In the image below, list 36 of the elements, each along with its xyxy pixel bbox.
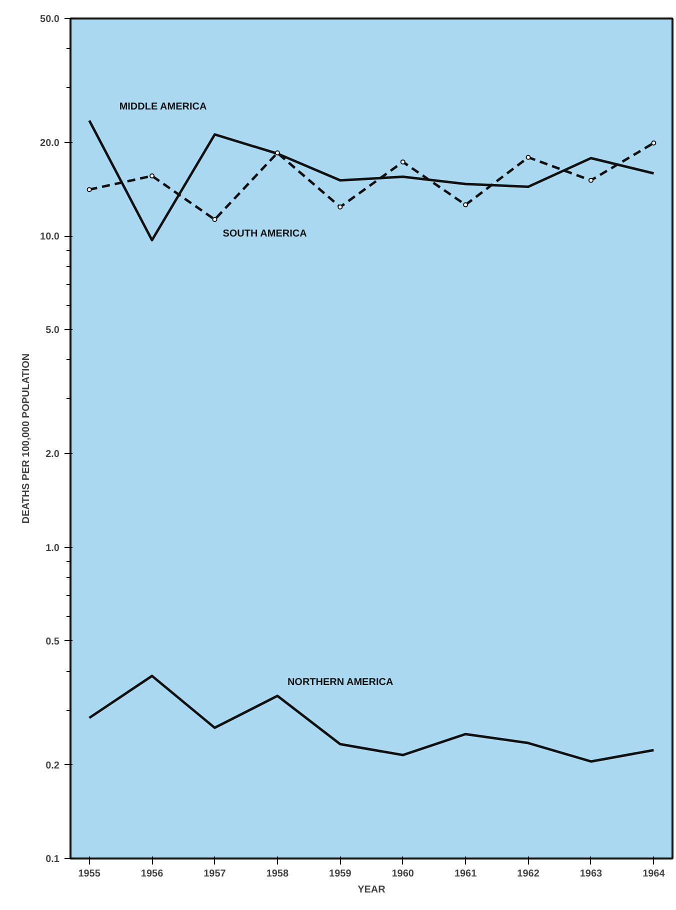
point: [150, 173, 155, 178]
point: [463, 202, 468, 208]
point: [400, 159, 406, 164]
y-tick-label: 20.0: [40, 138, 60, 149]
x-tick-label: 1958: [266, 868, 289, 880]
line-series: [88, 674, 655, 763]
x-tick-label: 1959: [329, 868, 352, 880]
x-tick-label: 1963: [580, 868, 603, 880]
y-tick-label: 10.0: [40, 232, 60, 243]
text: MIDDLE AMERICA: [119, 102, 207, 113]
point: [338, 204, 343, 210]
x-tick-label: 1964: [642, 868, 666, 880]
y-tick-label: 50.0: [40, 14, 60, 25]
point: [651, 140, 656, 146]
line-series: [88, 119, 655, 242]
y-tick-label: 0.1: [46, 854, 60, 865]
y-tick-label: 0.5: [46, 636, 60, 648]
x-tick-label: 1956: [140, 868, 164, 880]
y-tick-label: 1.0: [46, 542, 60, 554]
x-tick-label: 1955: [78, 868, 101, 880]
x-tick-label: 1961: [454, 868, 478, 880]
y-tick-label: 0.2: [46, 760, 60, 772]
x-tick-label: 1957: [204, 868, 226, 880]
series-label: NORTHERN AMERICA: [287, 676, 394, 688]
y-axis-title: DEATHS PER 100,000 POPULATION: [21, 353, 32, 524]
point: [212, 217, 218, 222]
x-tick-label: 1960: [392, 868, 414, 880]
point: [86, 187, 92, 192]
point: [274, 150, 280, 156]
x-axis-title: YEAR: [358, 884, 386, 896]
series-label: SOUTH AMERICA: [222, 228, 307, 240]
x-tick-label: 1962: [517, 868, 540, 880]
point: [588, 178, 594, 183]
y-tick-label: 5.0: [46, 325, 60, 336]
point: [526, 154, 531, 160]
y-tick-label: 2.0: [46, 449, 60, 460]
